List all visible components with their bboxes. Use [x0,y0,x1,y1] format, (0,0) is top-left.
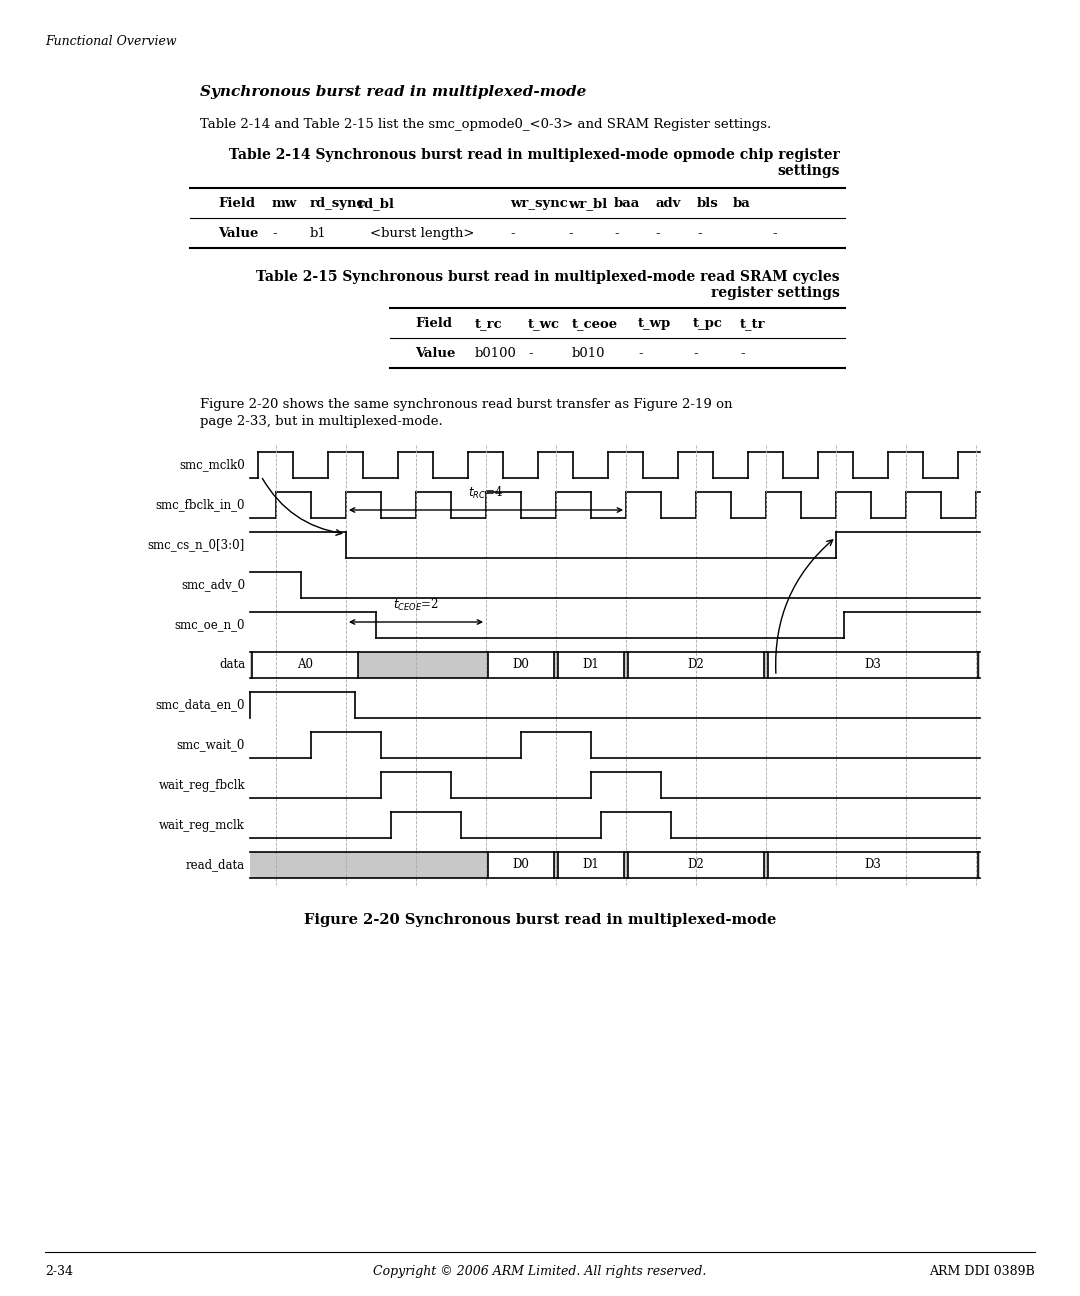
Text: -: - [740,347,744,360]
Text: b1: b1 [310,227,327,240]
Text: wait_reg_mclk: wait_reg_mclk [159,819,245,832]
Text: -: - [638,347,643,360]
Text: ARM DDI 0389B: ARM DDI 0389B [929,1265,1035,1278]
Text: smc_wait_0: smc_wait_0 [177,739,245,752]
Text: Functional Overview: Functional Overview [45,35,177,48]
Bar [249,652,980,678]
Text: D2: D2 [688,858,704,871]
Text: bls: bls [697,197,719,210]
Text: -: - [697,227,702,240]
Text: Synchronous burst read in multiplexed-mode: Synchronous burst read in multiplexed-mo… [200,86,586,98]
Text: register settings: register settings [711,286,840,299]
Text: baa: baa [615,197,640,210]
Text: -: - [528,347,532,360]
Text: -: - [615,227,619,240]
Bar [627,851,764,877]
Text: smc_fbclk_in_0: smc_fbclk_in_0 [156,499,245,512]
Text: A0: A0 [297,658,313,671]
Text: page 2-33, but in multiplexed-mode.: page 2-33, but in multiplexed-mode. [200,415,443,428]
Text: smc_data_en_0: smc_data_en_0 [156,699,245,712]
Text: D1: D1 [582,658,599,671]
Text: Value: Value [415,347,456,360]
Text: t_wp: t_wp [638,318,672,330]
Text: adv: adv [654,197,680,210]
Text: Table 2-14 Synchronous burst read in multiplexed-mode opmode chip register: Table 2-14 Synchronous burst read in mul… [229,148,840,162]
Text: Figure 2-20 Synchronous burst read in multiplexed-mode: Figure 2-20 Synchronous burst read in mu… [303,912,777,927]
Text: t_tr: t_tr [740,318,766,330]
Text: rd_bl: rd_bl [357,197,395,210]
Text: $t_{CEOE}$=2: $t_{CEOE}$=2 [393,597,438,613]
Bar [249,851,980,877]
Bar [488,652,554,678]
Text: Figure 2-20 shows the same synchronous read burst transfer as Figure 2-19 on: Figure 2-20 shows the same synchronous r… [200,398,732,411]
Bar [558,851,624,877]
Text: Value: Value [218,227,258,240]
Text: Field: Field [415,318,453,330]
Text: data: data [219,658,245,671]
Bar [488,851,554,877]
Text: smc_adv_0: smc_adv_0 [180,578,245,591]
Text: wait_reg_fbclk: wait_reg_fbclk [159,779,245,792]
Text: Copyright © 2006 ARM Limited. All rights reserved.: Copyright © 2006 ARM Limited. All rights… [374,1265,706,1278]
Text: -: - [272,227,276,240]
Text: b0100: b0100 [475,347,517,360]
Text: -: - [568,227,572,240]
Text: smc_oe_n_0: smc_oe_n_0 [175,618,245,631]
Text: D3: D3 [865,858,881,871]
Text: mw: mw [272,197,297,210]
Text: D1: D1 [582,858,599,871]
Bar [558,652,624,678]
Bar [768,851,978,877]
Bar [627,652,764,678]
Text: t_rc: t_rc [475,318,502,330]
Text: -: - [772,227,777,240]
Bar [768,652,978,678]
Text: Field: Field [218,197,255,210]
Text: D3: D3 [865,658,881,671]
Text: wr_sync: wr_sync [510,197,568,210]
Text: D0: D0 [513,658,529,671]
Text: b010: b010 [572,347,606,360]
Text: Table 2-14 and Table 2-15 list the smc_opmode0_<0-3> and SRAM Register settings.: Table 2-14 and Table 2-15 list the smc_o… [200,118,771,131]
Bar [252,652,357,678]
Text: $t_{RC}$=4: $t_{RC}$=4 [469,485,503,502]
Text: settings: settings [778,165,840,178]
Text: rd_sync: rd_sync [310,197,365,210]
Text: -: - [654,227,660,240]
Text: D0: D0 [513,858,529,871]
Text: ba: ba [733,197,751,210]
Text: Table 2-15 Synchronous burst read in multiplexed-mode read SRAM cycles: Table 2-15 Synchronous burst read in mul… [256,270,840,284]
Text: read_data: read_data [186,858,245,871]
Text: 2-34: 2-34 [45,1265,73,1278]
Text: t_ceoe: t_ceoe [572,318,618,330]
Text: smc_mclk0: smc_mclk0 [179,459,245,472]
Text: -: - [510,227,515,240]
Text: -: - [693,347,698,360]
Text: D2: D2 [688,658,704,671]
Text: wr_bl: wr_bl [568,197,607,210]
Text: t_wc: t_wc [528,318,561,330]
Text: smc_cs_n_0[3:0]: smc_cs_n_0[3:0] [148,539,245,552]
Text: <burst length>: <burst length> [370,227,474,240]
Text: t_pc: t_pc [693,318,723,330]
